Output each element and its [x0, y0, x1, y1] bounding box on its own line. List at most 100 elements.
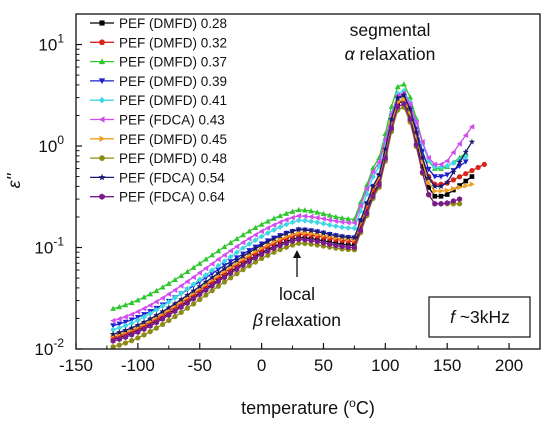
data-point	[308, 218, 314, 225]
series-line	[112, 89, 467, 331]
data-point	[252, 254, 258, 261]
data-point	[320, 210, 327, 217]
data-point	[450, 198, 456, 204]
data-point	[166, 312, 172, 319]
data-point	[401, 96, 407, 102]
data-point	[376, 181, 382, 188]
data-point	[326, 212, 333, 218]
data-point	[481, 161, 487, 167]
data-point	[172, 308, 178, 315]
data-point	[407, 101, 413, 108]
data-point	[314, 228, 321, 235]
data-point	[358, 227, 364, 234]
data-point	[258, 241, 265, 248]
data-point	[122, 319, 129, 325]
data-point	[215, 278, 221, 285]
data-point	[264, 238, 271, 245]
alpha-annotation-line2: α relaxation	[345, 44, 436, 64]
data-point	[295, 212, 302, 219]
data-point	[431, 174, 438, 180]
data-point	[258, 221, 265, 227]
data-point	[178, 296, 185, 303]
data-point	[153, 287, 160, 294]
data-point	[122, 313, 128, 320]
data-point	[283, 221, 290, 228]
legend: PEF (DMFD) 0.28 PEF (DMFD) 0.32 PEF (DMFD)…	[90, 16, 227, 205]
data-point	[345, 234, 352, 241]
data-point	[234, 270, 240, 277]
data-point	[134, 321, 142, 328]
data-point	[197, 291, 203, 298]
data-point	[345, 219, 351, 226]
alpha-annotation-line1: segmental	[350, 20, 431, 40]
legend-item: PEF (FDCA) 0.43	[90, 113, 225, 128]
data-point	[147, 328, 153, 335]
plot-area	[75, 13, 541, 350]
data-point	[277, 212, 284, 219]
data-point	[160, 321, 166, 328]
data-point	[240, 245, 246, 252]
data-point	[203, 256, 209, 262]
data-point	[295, 226, 302, 233]
data-point	[264, 225, 271, 231]
data-point	[233, 235, 240, 242]
data-point	[295, 206, 302, 213]
data-point	[407, 110, 413, 117]
data-point	[190, 264, 197, 270]
legend-label: PEF (FDCA) 0.43	[119, 113, 225, 128]
data-point	[283, 216, 289, 223]
data-point	[234, 266, 240, 273]
data-point	[221, 258, 228, 265]
beta-arrow-head	[293, 250, 301, 258]
y-tick-label: 101	[38, 32, 64, 55]
data-point	[172, 313, 178, 320]
data-point	[153, 298, 159, 305]
data-point	[165, 304, 172, 311]
legend-label: PEF (DMFD) 0.28	[119, 16, 227, 31]
series-pef-dmfd-0-41	[110, 87, 469, 333]
data-point	[122, 302, 129, 308]
data-point	[265, 248, 271, 255]
data-point	[277, 242, 283, 249]
data-point	[178, 282, 184, 289]
data-point	[160, 316, 166, 322]
legend-label: PEF (DMFD) 0.32	[119, 35, 227, 50]
data-point	[444, 192, 450, 197]
data-point	[283, 240, 289, 247]
data-point	[296, 240, 302, 246]
data-point	[419, 139, 425, 145]
data-point	[184, 278, 190, 285]
data-point	[302, 217, 308, 224]
data-point	[339, 224, 345, 231]
data-point	[451, 185, 457, 192]
data-point	[308, 208, 314, 214]
legend-marker	[99, 39, 105, 46]
data-point	[239, 252, 247, 259]
data-point	[339, 215, 345, 221]
data-point	[457, 183, 462, 188]
frequency-box	[428, 296, 531, 338]
data-point	[277, 246, 283, 253]
data-point	[314, 214, 320, 221]
data-point	[141, 332, 147, 338]
data-point	[184, 285, 191, 292]
data-point	[159, 303, 166, 309]
data-point	[431, 183, 438, 190]
data-point	[209, 260, 215, 267]
data-point	[258, 233, 265, 240]
x-tick-label: 0	[257, 356, 266, 375]
data-point	[271, 245, 277, 252]
data-point	[394, 90, 401, 97]
alpha-annotation: segmental α relaxation	[345, 20, 436, 64]
data-point	[351, 244, 357, 251]
y-tick-label: 10-1	[34, 235, 64, 258]
data-point	[406, 105, 414, 112]
data-point	[308, 241, 314, 247]
data-point	[401, 100, 407, 107]
data-point	[314, 209, 321, 215]
data-point	[259, 251, 265, 258]
legend-marker	[99, 20, 105, 26]
data-point	[420, 163, 425, 169]
data-point	[425, 154, 431, 161]
data-point	[332, 213, 339, 220]
